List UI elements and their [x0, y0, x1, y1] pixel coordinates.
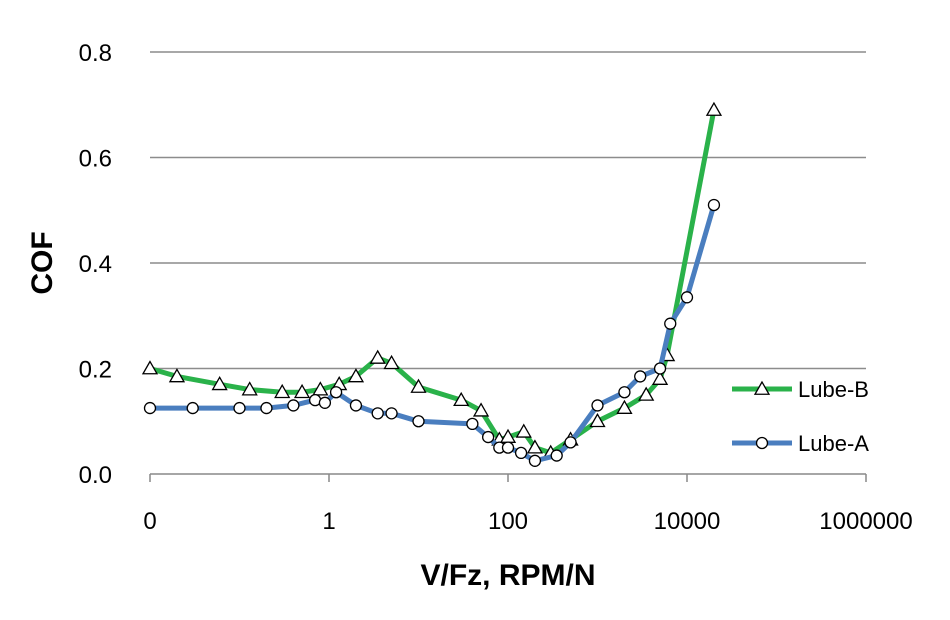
data-point-lube-a: [618, 386, 631, 399]
data-point-lube-a: [550, 449, 563, 462]
series-line-lube-b: [149, 109, 717, 456]
data-point-lube-b: [369, 349, 386, 364]
data-point-lube-b: [526, 439, 544, 454]
series-line-lube-a: [150, 204, 717, 464]
data-point-lube-a: [186, 401, 199, 415]
x-tick-label: 1000000: [819, 508, 912, 535]
x-axis-tick-labels: 0 1 100 10000 1000000: [143, 508, 912, 535]
data-point-lube-a: [634, 370, 647, 383]
data-point-lube-b: [241, 381, 258, 396]
legend-label: Lube-B: [798, 377, 869, 402]
data-point-lube-a: [385, 407, 398, 420]
data-point-lube-a: [501, 441, 515, 454]
data-point-lube-a: [143, 401, 157, 415]
y-tick-label: 0.8: [79, 40, 112, 67]
legend: Lube-B Lube-A: [732, 377, 869, 456]
series-layer: [141, 101, 723, 467]
y-axis-title: COF: [26, 231, 59, 294]
data-point-lube-b: [616, 399, 633, 414]
x-tick-label: 1: [322, 508, 335, 535]
y-tick-label: 0.4: [79, 251, 112, 278]
data-point-lube-b: [410, 378, 427, 393]
y-tick-label: 0.2: [79, 357, 112, 384]
series-lube-a: [143, 198, 721, 467]
series-lube-b: [141, 101, 723, 459]
data-point-lube-a: [481, 430, 495, 444]
legend-item-lube-a: Lube-A: [732, 431, 869, 456]
data-point-lube-a: [528, 454, 542, 467]
data-point-lube-b: [515, 423, 532, 438]
legend-label: Lube-A: [798, 431, 869, 456]
x-tick-label: 0: [143, 508, 156, 535]
y-tick-label: 0.6: [79, 146, 112, 173]
data-point-lube-a: [318, 396, 332, 409]
data-point-lube-a: [564, 436, 577, 449]
data-point-lube-b: [293, 383, 311, 399]
data-point-lube-a: [653, 362, 667, 375]
data-point-lube-b: [638, 386, 655, 401]
data-point-lube-b: [705, 101, 723, 116]
data-point-lube-a: [707, 198, 721, 212]
x-axis-ticks: [149, 474, 867, 482]
data-point-lube-a: [260, 401, 273, 415]
data-point-lube-a: [514, 446, 528, 460]
data-point-lube-a: [287, 399, 300, 412]
data-point-lube-b: [211, 376, 228, 391]
data-point-lube-a: [233, 401, 246, 415]
data-point-lube-b: [453, 391, 470, 407]
data-point-lube-a: [329, 386, 343, 399]
data-point-lube-a: [680, 291, 694, 304]
data-point-lube-a: [664, 317, 677, 330]
data-point-lube-b: [141, 360, 159, 375]
x-tick-label: 100: [488, 508, 528, 535]
data-point-lube-b: [589, 412, 606, 428]
data-point-lube-a: [412, 415, 425, 428]
data-point-lube-b: [274, 383, 291, 399]
data-point-lube-b: [312, 381, 329, 396]
y-axis-tick-labels: 0.0 0.2 0.4 0.6 0.8: [79, 40, 112, 489]
y-tick-label: 0.0: [79, 462, 112, 489]
legend-marker-icon: [753, 380, 771, 395]
data-point-lube-a: [466, 417, 479, 431]
data-point-lube-b: [347, 368, 365, 383]
data-point-lube-b: [472, 402, 490, 417]
data-point-lube-a: [349, 399, 363, 412]
legend-marker-icon: [755, 436, 769, 450]
data-point-lube-b: [168, 368, 186, 383]
data-point-lube-b: [651, 370, 669, 385]
data-point-lube-a: [371, 407, 384, 420]
x-axis-title: V/Fz, RPM/N: [420, 559, 595, 592]
gridlines: [150, 51, 866, 370]
data-point-lube-b: [383, 354, 400, 370]
x-tick-label: 10000: [654, 508, 721, 535]
data-point-lube-a: [591, 399, 604, 412]
legend-item-lube-b: Lube-B: [732, 377, 869, 402]
